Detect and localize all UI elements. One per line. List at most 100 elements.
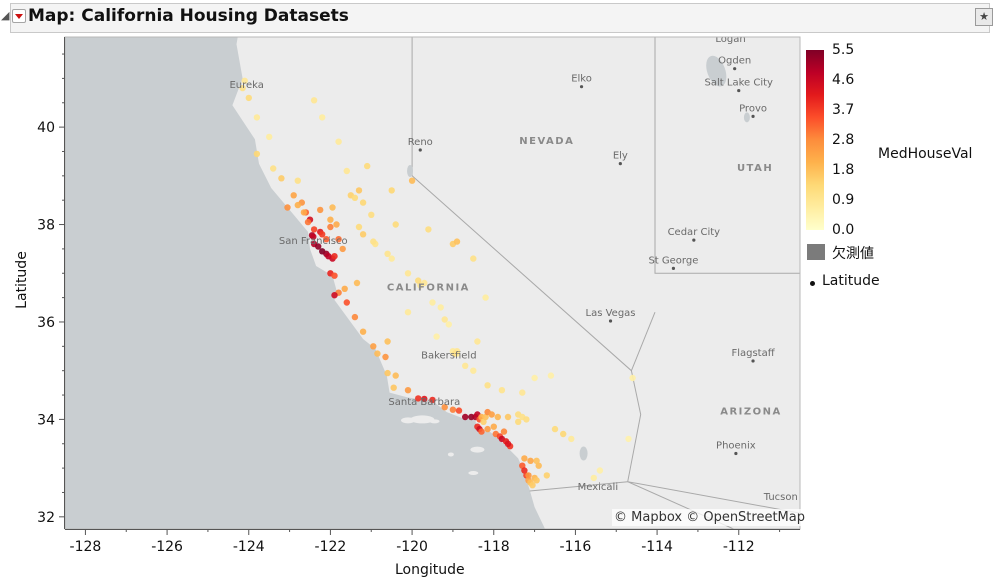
data-point (351, 194, 359, 201)
data-point (480, 418, 487, 425)
city-dot (737, 88, 741, 93)
data-point (239, 84, 246, 92)
data-point (474, 338, 481, 345)
city-label: Ely (613, 151, 628, 162)
data-point (462, 362, 469, 369)
y-tick-label: 34 (37, 412, 55, 428)
x-axis-label: Longitude (395, 562, 465, 578)
lake-tahoe (407, 164, 414, 177)
data-point (451, 350, 459, 357)
city-label: Eureka (229, 80, 263, 91)
island (468, 470, 479, 475)
city-dot (734, 451, 738, 456)
data-point (333, 221, 340, 228)
star-pin-icon[interactable]: ★ (975, 8, 993, 26)
data-point (359, 231, 367, 238)
data-point (364, 162, 371, 170)
city-label: Cedar City (668, 227, 721, 238)
y-tick-label: 38 (37, 218, 55, 234)
data-point (382, 353, 389, 361)
data-point (270, 165, 277, 172)
data-point (433, 333, 440, 340)
data-point (370, 343, 377, 350)
legend-tick-label: 0.9 (832, 192, 855, 208)
island (429, 419, 440, 424)
data-point (327, 216, 334, 223)
city-label: Las Vegas (586, 308, 636, 319)
data-point (441, 316, 448, 323)
region-label: NEVADA (519, 136, 574, 147)
great-salt-lake (706, 55, 727, 87)
legend-tick-label: 0.0 (832, 222, 855, 238)
data-point (351, 313, 359, 321)
data-point (596, 467, 604, 474)
city-label: Reno (408, 137, 433, 148)
city-dot (608, 319, 613, 323)
data-point (323, 236, 330, 243)
data-point (290, 192, 297, 199)
disclosure-triangle-icon[interactable]: ◢ (1, 9, 10, 22)
city-label: Ogden (718, 56, 751, 67)
legend-tick-label: 4.6 (832, 72, 855, 88)
data-point (437, 304, 444, 311)
map-attribution: © Mapbox © OpenStreetMap (612, 509, 807, 526)
data-point (547, 372, 555, 379)
data-point (353, 279, 361, 287)
data-point (343, 299, 350, 306)
data-point (488, 411, 495, 418)
data-point (482, 294, 489, 301)
map-layer: Logan Ogden Salt Lake City Provo Elko NEVADA U… (65, 37, 800, 529)
island (447, 452, 454, 457)
city-dot (579, 85, 584, 89)
city-label: Mexicali (578, 482, 618, 493)
data-point (470, 255, 477, 262)
city-dot (618, 162, 622, 166)
data-point (368, 211, 375, 218)
missing-value-swatch (807, 244, 825, 260)
legend-tick-label: 2.8 (832, 132, 855, 148)
data-point (388, 187, 395, 194)
utah-lake (743, 112, 750, 123)
data-point (284, 204, 291, 211)
data-point (384, 338, 391, 345)
data-point (490, 423, 497, 430)
city-label: Flagstaff (731, 348, 775, 359)
data-point (531, 374, 538, 382)
city-label: Santa Barbara (388, 397, 460, 408)
legend-color-bar (806, 50, 824, 230)
data-point (278, 175, 285, 182)
data-point (304, 218, 312, 226)
window-titlebar: ◢ Map: California Housing Datasets ★ (0, 0, 999, 34)
data-point (568, 435, 575, 443)
data-point (504, 440, 512, 447)
data-point (310, 233, 317, 240)
data-point (533, 457, 540, 464)
x-tick-label: -120 (396, 539, 428, 555)
island (401, 417, 415, 424)
land (232, 37, 800, 529)
data-point (429, 299, 436, 306)
latitude-marker-icon (810, 281, 815, 286)
data-point (535, 462, 542, 469)
data-point (470, 367, 477, 374)
data-point (519, 389, 526, 396)
salton-sea (579, 446, 588, 461)
y-axis-label: Latitude (13, 251, 30, 309)
y-tick-label: 40 (37, 120, 55, 136)
data-point (294, 201, 301, 209)
data-point (482, 413, 489, 421)
city-label: Phoenix (716, 440, 756, 451)
data-point (519, 462, 526, 469)
data-point (335, 138, 342, 145)
data-point (315, 243, 322, 250)
data-point (355, 223, 363, 231)
data-point (355, 187, 363, 194)
x-tick-label: -126 (151, 539, 183, 555)
data-point (560, 430, 567, 438)
latitude-marker-label: Latitude (822, 273, 880, 289)
data-point (359, 328, 367, 335)
red-triangle-menu-icon[interactable] (12, 9, 26, 23)
data-point (390, 384, 397, 391)
data-point (370, 238, 377, 245)
